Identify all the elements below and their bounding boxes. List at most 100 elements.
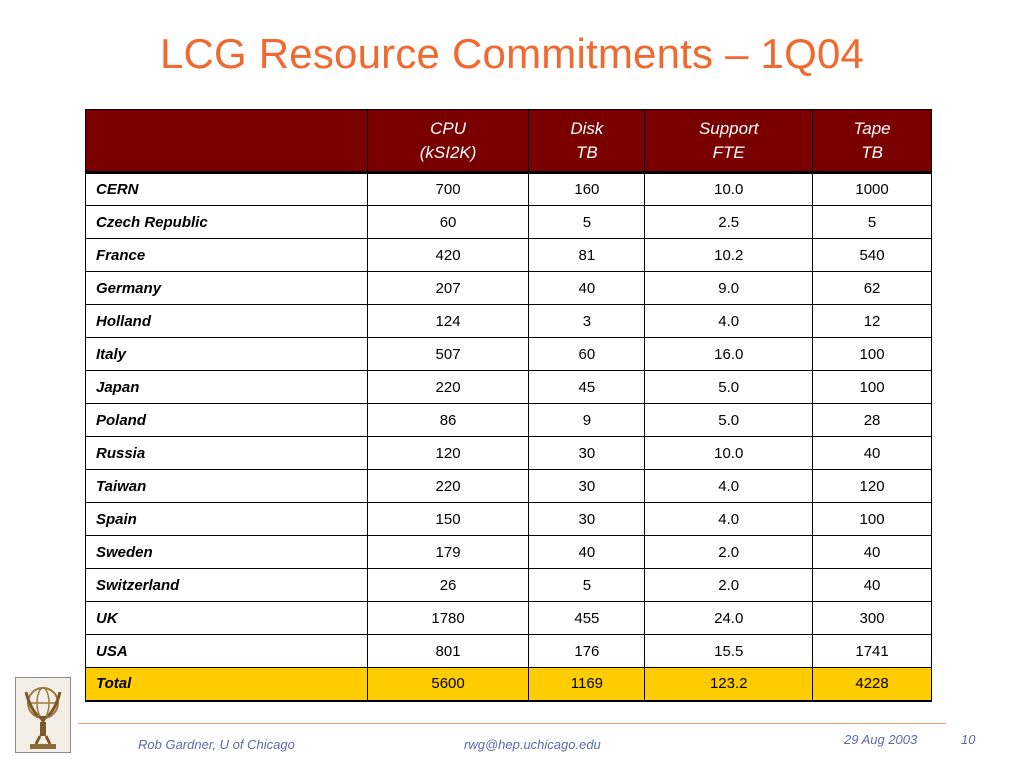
header-disk-unit: TB [576,142,598,162]
cell-tape: 300 [812,601,932,635]
cell-tape: 1000 [812,172,932,206]
table-row: Holland 124 3 4.0 12 [85,304,932,338]
header-tape: Tape TB [812,109,932,174]
cell-site: Sweden [85,535,368,569]
cell-cpu: 120 [366,436,530,470]
cell-tape: 62 [812,271,932,305]
cell-support: 10.0 [644,436,814,470]
cell-cpu: 507 [366,337,530,371]
table-row: Spain 150 30 4.0 100 [85,502,932,536]
cell-disk: 5 [528,205,646,239]
cell-support: 4.0 [644,502,814,536]
header-support-label: Support [698,118,759,138]
slide-title: LCG Resource Commitments – 1Q04 [159,30,865,77]
table-header-row: CPU (kSI2K) Disk TB Support FTE Tape TB [85,109,932,174]
table-row: Sweden 179 40 2.0 40 [85,535,932,569]
cell-tape: 120 [812,469,932,503]
cell-tape: 1741 [812,634,932,668]
cell-site: Poland [85,403,368,437]
cell-disk: 455 [528,601,646,635]
cell-support: 9.0 [644,271,814,305]
cell-disk: 5 [528,568,646,602]
atlas-logo-graphic [16,678,70,752]
cell-site: USA [85,634,368,668]
total-row: Total 5600 1169 123.2 4228 [85,667,932,702]
cell-disk: 40 [528,535,646,569]
header-tape-unit: TB [861,142,883,162]
table-row: Taiwan 220 30 4.0 120 [85,469,932,503]
total-cell-tape: 4228 [812,667,932,702]
header-disk-label: Disk [570,118,604,138]
cell-site: Italy [85,337,368,371]
cell-support: 2.0 [644,568,814,602]
cell-tape: 28 [812,403,932,437]
cell-cpu: 86 [366,403,530,437]
table-row: Poland 86 9 5.0 28 [85,403,932,437]
cell-cpu: 124 [366,304,530,338]
cell-tape: 100 [812,337,932,371]
cell-support: 2.0 [644,535,814,569]
cell-support: 16.0 [644,337,814,371]
cell-site: UK [85,601,368,635]
cell-site: Russia [85,436,368,470]
cell-cpu: 150 [366,502,530,536]
cell-site: Germany [85,271,368,305]
cell-support: 5.0 [644,370,814,404]
table-row: USA 801 176 15.5 1741 [85,634,932,668]
cell-site: Switzerland [85,568,368,602]
cell-support: 10.0 [644,172,814,206]
cell-disk: 45 [528,370,646,404]
cell-disk: 9 [528,403,646,437]
cell-site: Holland [85,304,368,338]
table-row: Italy 507 60 16.0 100 [85,337,932,371]
cell-disk: 81 [528,238,646,272]
cell-cpu: 801 [366,634,530,668]
cell-disk: 30 [528,502,646,536]
cell-site: Taiwan [85,469,368,503]
header-cpu: CPU (kSI2K) [366,109,530,174]
cell-cpu: 26 [366,568,530,602]
cell-disk: 30 [528,469,646,503]
cell-cpu: 420 [366,238,530,272]
cell-site: Japan [85,370,368,404]
cell-disk: 3 [528,304,646,338]
footer-email: rwg@hep.uchicago.edu [464,737,601,752]
cell-site: Spain [85,502,368,536]
cell-site: Czech Republic [85,205,368,239]
total-cell-cpu: 5600 [366,667,530,702]
total-cell-disk: 1169 [528,667,646,702]
cell-cpu: 220 [366,370,530,404]
cell-cpu: 1780 [366,601,530,635]
cell-support: 15.5 [644,634,814,668]
cell-tape: 100 [812,370,932,404]
cell-cpu: 179 [366,535,530,569]
header-cpu-label: CPU [430,118,467,138]
cell-tape: 540 [812,238,932,272]
cell-support: 2.5 [644,205,814,239]
cell-tape: 40 [812,535,932,569]
cell-site: CERN [85,172,368,206]
total-cell-support: 123.2 [644,667,814,702]
page-number: 10 [961,732,976,747]
table-row: France 420 81 10.2 540 [85,238,932,272]
cell-tape: 5 [812,205,932,239]
footer-divider [78,723,946,724]
cell-disk: 176 [528,634,646,668]
cell-support: 10.2 [644,238,814,272]
cell-cpu: 60 [366,205,530,239]
cell-cpu: 220 [366,469,530,503]
cell-support: 5.0 [644,403,814,437]
atlas-statue-icon [15,677,71,753]
header-cpu-unit: (kSI2K) [419,142,477,162]
cell-support: 4.0 [644,469,814,503]
cell-support: 4.0 [644,304,814,338]
header-support: Support FTE [644,109,814,174]
cell-tape: 100 [812,502,932,536]
table-row: Japan 220 45 5.0 100 [85,370,932,404]
cell-disk: 40 [528,271,646,305]
table-body: CERN 700 160 10.0 1000 Czech Republic 60 5 2.5 5 F… [85,172,932,702]
table-row: UK 1780 455 24.0 300 [85,601,932,635]
cell-cpu: 700 [366,172,530,206]
cell-cpu: 207 [366,271,530,305]
